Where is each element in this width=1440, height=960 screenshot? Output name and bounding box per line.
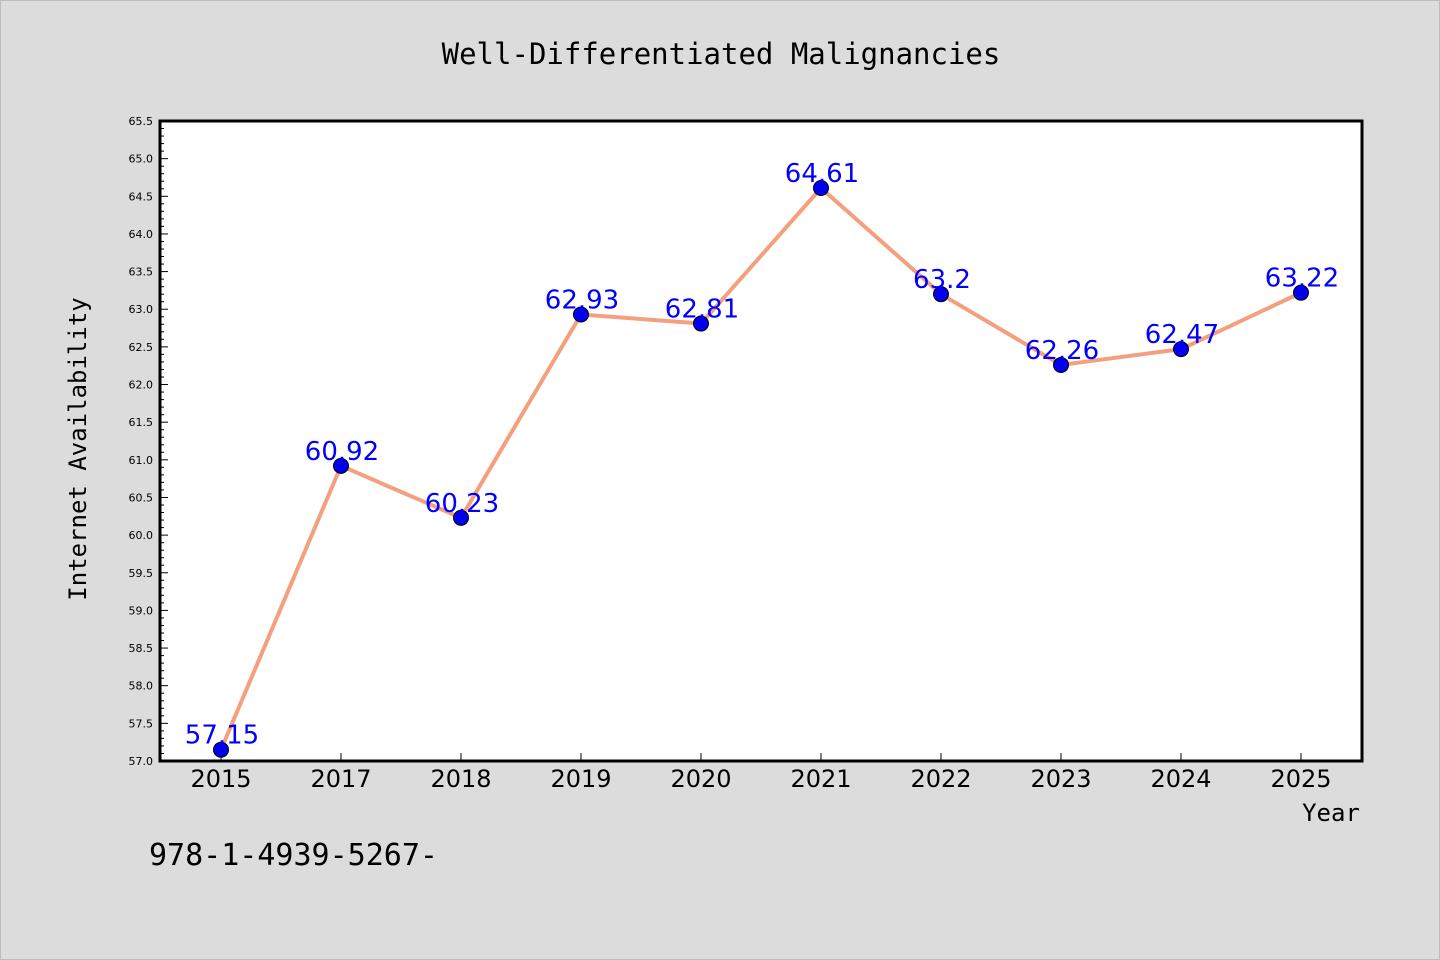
- y-tick-label: 58.5: [129, 642, 154, 655]
- y-tick-label: 57.0: [129, 755, 154, 768]
- data-point: [1173, 341, 1189, 358]
- footer-code: 978-1-4939-5267-: [149, 838, 438, 873]
- x-tick-label: 2023: [1030, 765, 1091, 793]
- y-axis: 57.0 57.5 58.0 58.5 59.0 59.5 60.0 60.5 61.0 61.5…: [129, 115, 168, 768]
- y-tick-label: 61.0: [129, 454, 154, 467]
- y-tick-label: 64.5: [129, 190, 154, 203]
- data-label: 60.23: [425, 489, 499, 519]
- x-tick-label: 2024: [1150, 765, 1211, 793]
- y-tick-label: 63.0: [129, 303, 154, 316]
- y-axis-title: Internet Availability: [64, 297, 92, 600]
- x-tick-label: 2022: [910, 765, 971, 793]
- data-label: 62.81: [665, 295, 739, 325]
- y-tick-label: 60.0: [129, 529, 154, 542]
- data-point: [933, 286, 949, 303]
- data-label: 63.2: [913, 265, 971, 295]
- data-label: 60.92: [305, 437, 379, 467]
- y-tick-label: 63.5: [129, 266, 154, 279]
- data-label: 62.26: [1025, 336, 1099, 366]
- x-tick-label: 2018: [430, 765, 491, 793]
- data-label: 62.47: [1145, 320, 1219, 350]
- data-point: [1293, 284, 1309, 301]
- data-point: [333, 457, 349, 474]
- chart-title: Well-Differentiated Malignancies: [442, 37, 1001, 71]
- y-tick-label: 60.5: [129, 491, 154, 504]
- series-group: [213, 180, 1309, 758]
- y-tick-label: 59.5: [129, 567, 154, 580]
- data-label: 57.15: [185, 721, 259, 751]
- data-labels-group: 57.15 60.92 60.23 62.93 62.81 64.61 63.2 62.26 6…: [185, 159, 1339, 751]
- data-point: [813, 180, 829, 197]
- data-point: [453, 509, 469, 526]
- y-tick-label: 65.0: [129, 153, 154, 166]
- y-tick-label: 57.5: [129, 717, 154, 730]
- y-tick-label: 62.5: [129, 341, 154, 354]
- y-tick-label: 61.5: [129, 416, 154, 429]
- x-tick-label: 2021: [790, 765, 851, 793]
- y-tick-label: 58.0: [129, 680, 154, 693]
- data-point: [693, 315, 709, 332]
- y-tick-label: 59.0: [129, 604, 154, 617]
- data-label: 62.93: [545, 286, 619, 316]
- data-label: 63.22: [1265, 264, 1339, 294]
- x-tick-label: 2017: [310, 765, 371, 793]
- data-point: [573, 306, 589, 323]
- x-tick-label: 2015: [190, 765, 251, 793]
- x-tick-label: 2020: [670, 765, 731, 793]
- data-label: 64.61: [785, 159, 859, 189]
- x-tick-label: 2019: [550, 765, 611, 793]
- series-line: [219, 186, 1303, 752]
- y-tick-label: 62.0: [129, 379, 154, 392]
- x-axis: 2015 2017 2018 2019 2020 2021 2022 2023 2024 2025: [190, 753, 1332, 793]
- y-tick-label: 65.5: [129, 115, 154, 128]
- data-point: [1053, 356, 1069, 373]
- data-point: [213, 741, 229, 758]
- x-tick-label: 2025: [1270, 765, 1331, 793]
- y-tick-label: 64.0: [129, 228, 154, 241]
- x-axis-title: Year: [1302, 799, 1360, 827]
- plot-area: [158, 119, 1364, 763]
